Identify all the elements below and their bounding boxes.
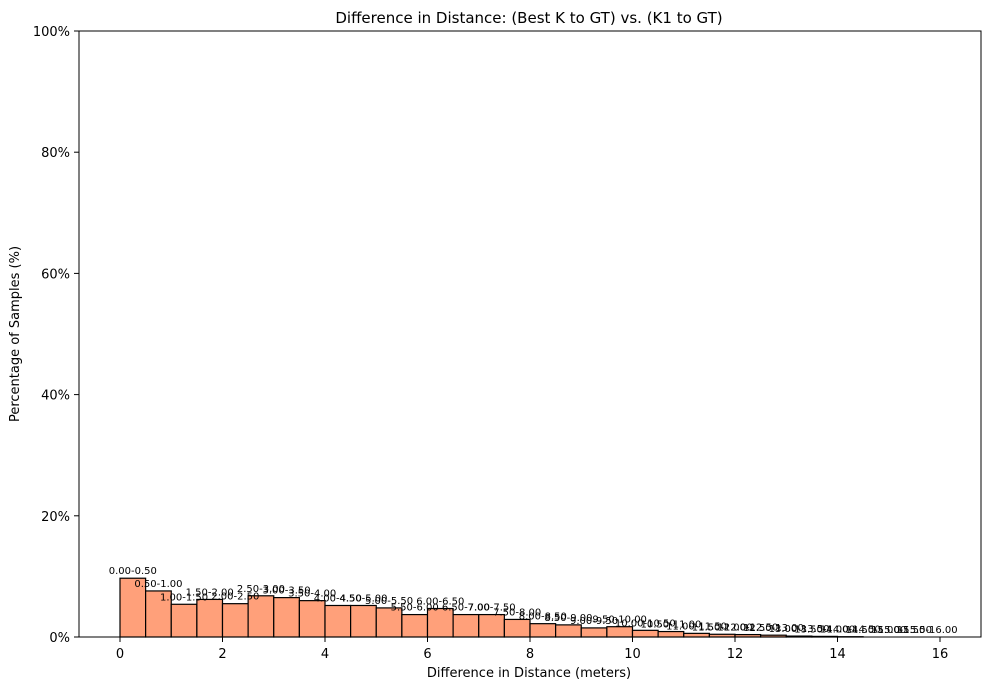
bar-label-25: 12.50-13.00	[743, 623, 804, 634]
bar-label-28: 14.00-14.50	[820, 625, 881, 636]
bar-label-10: 5.00-5.50	[365, 596, 413, 607]
bars-layer	[119, 577, 864, 638]
bar-label-21: 10.50-11.00	[641, 620, 702, 631]
bar-20	[631, 629, 659, 638]
bar-label-20: 10.00-10.50	[615, 618, 676, 629]
bar-label-1: 0.50-1.00	[134, 579, 182, 590]
bar-label-3: 1.50-2.00	[186, 587, 234, 598]
y-axis-label: Percentage of Samples (%)	[8, 246, 23, 422]
bar-label-4: 2.00-2.50	[211, 592, 259, 603]
bar-16	[529, 623, 557, 638]
bar-label-6: 3.00-3.50	[262, 586, 310, 597]
bar-label-18: 9.00-9.50	[570, 616, 618, 627]
bar-label-8: 4.00-4.50	[314, 593, 362, 604]
bar-22	[683, 632, 710, 638]
bar-label-27: 13.50-14.00	[794, 624, 855, 635]
bar-label-0: 0.00-0.50	[109, 566, 157, 577]
bar-11	[401, 613, 429, 638]
y-tick-label-4: 80%	[41, 146, 70, 161]
bar-label-9: 4.50-5.00	[339, 593, 387, 604]
bar-label-12: 6.00-6.50	[416, 597, 464, 608]
bar-label-19: 9.50-10.00	[592, 615, 647, 626]
bar-18	[580, 627, 608, 638]
chart-title: Difference in Distance: (Best K to GT) v…	[335, 9, 722, 27]
bar-9	[350, 604, 377, 638]
bar-label-30: 15.00-15.50	[871, 625, 932, 636]
bar-8	[324, 604, 352, 638]
y-tick-label-3: 60%	[41, 267, 70, 282]
bar-labels-layer: 0.00-0.50 0.50-1.00 1.00-1.501.50-2.002.00…	[109, 566, 958, 636]
bar-6	[273, 597, 300, 638]
bar-4	[221, 603, 249, 638]
bar-3	[196, 598, 224, 638]
x-tick-label-1: 2	[218, 647, 226, 662]
bar-7	[298, 600, 326, 638]
y-tick-label-0: 0%	[49, 631, 70, 646]
x-tick-label-6: 12	[727, 647, 744, 662]
bar-label-16: 8.00-8.50	[519, 612, 567, 623]
y-axis: 0% 20% 40% 60% 80% 100%	[33, 25, 79, 646]
bar-12	[426, 607, 454, 638]
bar-label-15: 7.50-8.00	[493, 607, 541, 618]
plot-border	[78, 30, 982, 638]
bar-label-11: 5.50-6.00	[391, 603, 439, 614]
x-tick-label-4: 8	[526, 647, 534, 662]
y-tick-label-5: 100%	[33, 25, 70, 40]
bar-5	[247, 595, 275, 638]
bar-13	[452, 613, 480, 638]
x-tick-label-7: 14	[829, 647, 846, 662]
bar-label-2: 1.00-1.50	[160, 592, 208, 603]
y-tick-label-2: 40%	[41, 389, 70, 404]
bar-label-23: 11.50-12.00	[692, 622, 753, 633]
bar-label-29: 14.50-15.00	[846, 625, 907, 636]
bar-label-7: 3.50-4.00	[288, 589, 336, 600]
x-axis-label: Difference in Distance (meters)	[427, 666, 631, 681]
bar-0	[119, 577, 147, 638]
bar-label-26: 13.00-13.50	[769, 624, 830, 635]
bar-label-17: 8.50-9.00	[544, 613, 592, 624]
y-tick-label-1: 20%	[41, 510, 70, 525]
bar-2	[170, 603, 198, 638]
x-tick-label-8: 16	[932, 647, 949, 662]
x-axis: 0 2 4 6 8 10 12 14 16	[116, 637, 948, 662]
x-tick-label-3: 6	[423, 647, 431, 662]
bar-label-5: 2.50-3.00	[237, 584, 285, 595]
bar-label-14: 7.00-7.50	[467, 603, 515, 614]
bar-label-31: 15.50-16.00	[897, 625, 958, 636]
x-tick-label-0: 0	[116, 647, 124, 662]
x-tick-label-5: 10	[624, 647, 641, 662]
bar-label-24: 12.00-12.50	[717, 623, 778, 634]
bar-label-13: 6.50-7.00	[442, 603, 490, 614]
x-tick-label-2: 4	[321, 647, 329, 662]
bar-label-22: 11.00-11.50	[666, 621, 727, 632]
